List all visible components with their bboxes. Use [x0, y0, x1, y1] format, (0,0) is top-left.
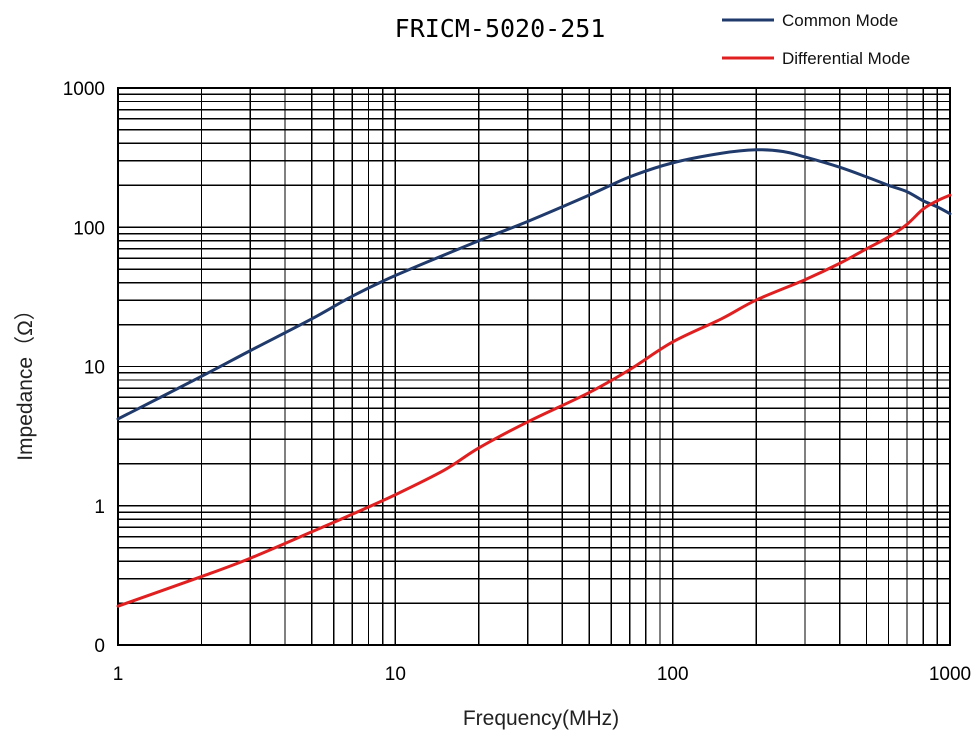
grid	[118, 88, 950, 645]
y-tick-label: 0	[94, 636, 105, 657]
x-tick-label: 10	[385, 664, 406, 685]
y-tick-label: 1000	[63, 79, 105, 100]
y-tick-label: 100	[73, 218, 105, 239]
x-tick-label: 1	[113, 664, 124, 685]
chart-title: FRICM-5020-251	[395, 14, 606, 43]
series-lines	[116, 148, 952, 608]
series-line-differential-mode	[116, 193, 952, 608]
y-tick-label: 1	[94, 497, 105, 518]
x-tick-label: 1000	[929, 664, 971, 685]
series-line-common-mode	[116, 148, 952, 421]
x-tick-label: 100	[657, 664, 689, 685]
legend-label: Differential Mode	[782, 49, 910, 68]
plot-frame	[117, 87, 951, 646]
y-tick-label: 10	[84, 358, 105, 379]
y-axis-label: Impedance（Ω）	[14, 299, 37, 461]
legend: Common Mode Differential Mode	[722, 11, 910, 68]
legend-label: Common Mode	[782, 11, 898, 30]
x-axis-label: Frequency(MHz)	[463, 707, 619, 730]
